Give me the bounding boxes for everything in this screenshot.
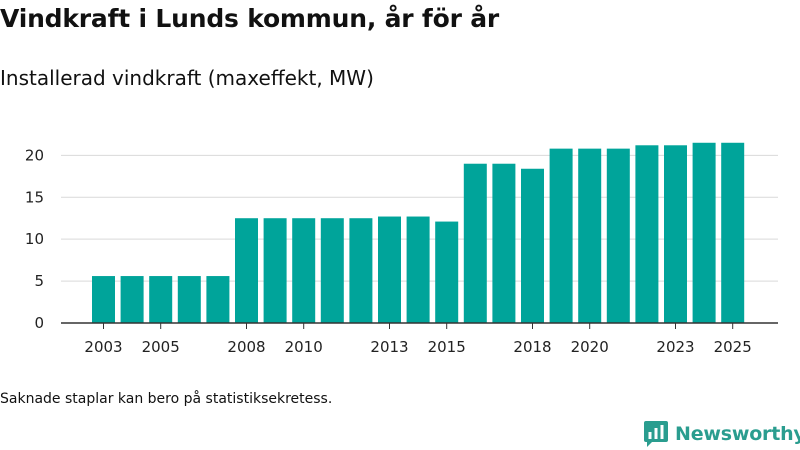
bar-2005[interactable] <box>149 276 173 323</box>
x-tick-label-2015: 2015 <box>428 338 466 356</box>
bar-2019[interactable] <box>549 148 573 323</box>
bar-2025[interactable] <box>721 142 745 323</box>
bar-chart: 0 5 10 15 20 2003 2005 2008 2010 2013 2015 2018 2020… <box>25 142 778 356</box>
footnote: Saknade staplar kan bero på statistiksek… <box>0 391 333 407</box>
bar-2018[interactable] <box>521 168 544 323</box>
bar-2022[interactable] <box>635 145 659 323</box>
bar-2020[interactable] <box>578 148 602 323</box>
bar-2016[interactable] <box>463 163 487 323</box>
chart-title: Vindkraft i Lunds kommun, år för år <box>0 4 500 33</box>
bar-2010[interactable] <box>292 218 316 323</box>
y-tick-label-5: 5 <box>34 272 44 290</box>
y-tick-label-0: 0 <box>34 314 44 332</box>
x-tick-label-2025: 2025 <box>714 338 752 356</box>
newsworthy-logo-text: Newsworthy <box>675 423 800 445</box>
x-tick-label-2023: 2023 <box>656 338 694 356</box>
y-tick-label-10: 10 <box>25 230 44 248</box>
bars <box>92 142 745 323</box>
bar-2006[interactable] <box>177 276 201 323</box>
x-tick-label-2008: 2008 <box>227 338 265 356</box>
bar-2007[interactable] <box>206 276 230 323</box>
bar-2021[interactable] <box>606 148 630 323</box>
bar-2023[interactable] <box>664 145 687 323</box>
bar-2003[interactable] <box>92 276 115 323</box>
x-tick-label-2005: 2005 <box>142 338 180 356</box>
x-tick-label-2018: 2018 <box>513 338 551 356</box>
bar-2014[interactable] <box>406 216 430 323</box>
bar-2024[interactable] <box>692 142 716 323</box>
x-tick-label-2013: 2013 <box>370 338 408 356</box>
x-tick-label-2010: 2010 <box>285 338 323 356</box>
y-tick-label-15: 15 <box>25 188 44 206</box>
bar-2015[interactable] <box>435 221 459 323</box>
newsworthy-logo[interactable]: Newsworthy <box>644 420 800 448</box>
y-tick-label-20: 20 <box>25 146 44 164</box>
bar-2004[interactable] <box>120 276 144 323</box>
bar-2017[interactable] <box>492 163 516 323</box>
bar-2009[interactable] <box>263 218 287 323</box>
chart-subtitle: Installerad vindkraft (maxeffekt, MW) <box>0 66 374 90</box>
bar-2012[interactable] <box>349 218 373 323</box>
bar-2011[interactable] <box>320 218 344 323</box>
bar-2008[interactable] <box>235 218 258 323</box>
bar-2013[interactable] <box>378 216 401 323</box>
x-tick-label-2003: 2003 <box>84 338 122 356</box>
axes: 0 5 10 15 20 2003 2005 2008 2010 2013 2015 2018 2020… <box>25 146 778 356</box>
x-tick-label-2020: 2020 <box>571 338 609 356</box>
newsworthy-logo-icon <box>644 421 668 447</box>
